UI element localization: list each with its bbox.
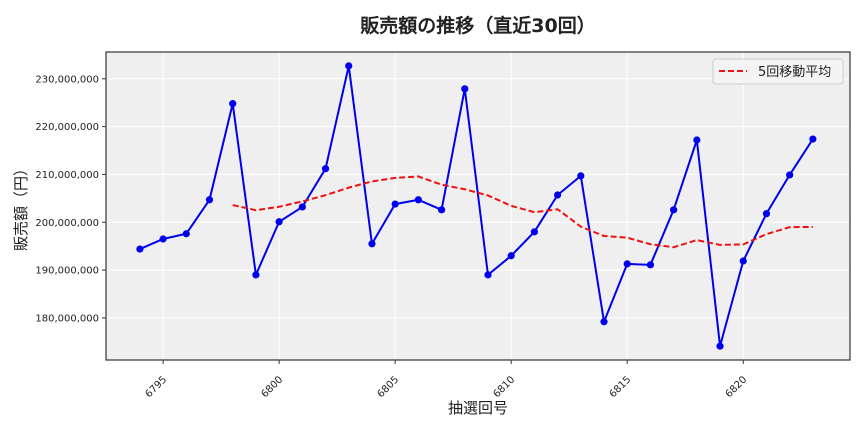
x-tick-label: 6800 <box>259 374 285 400</box>
sales-point <box>716 342 724 350</box>
sales-point <box>229 100 237 108</box>
x-tick-label: 6820 <box>724 374 750 400</box>
plot-area <box>106 52 850 360</box>
sales-point <box>136 245 144 253</box>
sales-point <box>507 252 515 260</box>
sales-line <box>139 65 814 347</box>
sales-point <box>553 191 562 199</box>
sales-point <box>809 135 817 143</box>
sales-point <box>368 240 376 248</box>
x-axis-label: 抽選回号 <box>448 399 508 417</box>
y-axis-label: 販売額（円） <box>12 161 30 251</box>
x-tick-label: 6805 <box>375 374 401 400</box>
sales-point <box>484 271 492 279</box>
y-tick-label: 210,000,000 <box>35 170 99 181</box>
sales-point <box>693 136 701 144</box>
sales-point <box>670 206 678 214</box>
sales-point <box>252 271 260 279</box>
sales-point <box>739 257 747 265</box>
sales-point <box>623 260 631 268</box>
plot-frame <box>105 51 851 361</box>
legend: 5回移動平均 <box>712 58 844 85</box>
y-tick-label: 180,000,000 <box>35 313 99 324</box>
sales-point <box>205 196 214 204</box>
sales-point <box>275 218 283 226</box>
y-tick-label: 220,000,000 <box>35 122 99 133</box>
sales-point <box>786 171 794 179</box>
sales-point <box>391 200 399 208</box>
sales-point <box>577 172 585 180</box>
chart-title: 販売額の推移（直近30回） <box>360 14 595 37</box>
sales-point <box>345 62 353 70</box>
sales-point <box>437 206 446 214</box>
sales-point <box>159 235 167 243</box>
y-tick-label: 200,000,000 <box>35 218 99 229</box>
grid-lines <box>106 52 850 360</box>
x-tick-label: 6810 <box>492 374 518 400</box>
y-tick-label: 230,000,000 <box>35 74 99 85</box>
x-tick-label: 6795 <box>143 374 169 400</box>
sales-point <box>600 318 608 326</box>
sales-point <box>762 210 771 218</box>
sales-point <box>461 85 469 93</box>
series-marks <box>136 62 817 350</box>
sales-point <box>646 261 655 269</box>
sales-point <box>414 196 422 204</box>
y-tick-label: 190,000,000 <box>35 266 99 277</box>
moving-average-line <box>232 175 813 249</box>
legend-label-moving-average: 5回移動平均 <box>758 65 831 80</box>
legend-box <box>712 58 844 85</box>
sales-point <box>321 165 330 173</box>
sales-point <box>182 230 190 238</box>
sales-point <box>298 203 306 211</box>
x-tick-label: 6815 <box>608 374 634 400</box>
sales-point <box>530 228 538 236</box>
